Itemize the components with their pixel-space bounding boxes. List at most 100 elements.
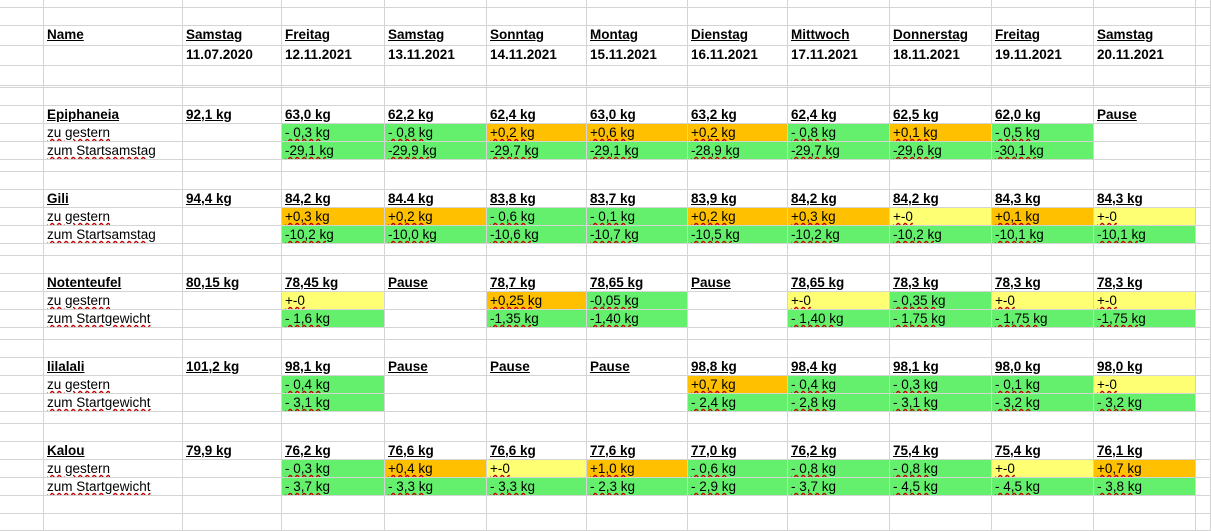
empty-cell[interactable] [282, 496, 385, 514]
empty-cell[interactable] [890, 8, 992, 26]
diff-yesterday-cell[interactable] [183, 208, 282, 226]
empty-cell[interactable] [487, 412, 587, 424]
empty-cell[interactable] [1094, 514, 1196, 531]
empty-cell[interactable] [788, 66, 890, 86]
weight-cell[interactable]: 62,4 kg [788, 106, 890, 124]
row-label[interactable]: zum Startgewicht [44, 394, 183, 412]
empty-cell[interactable] [587, 496, 688, 514]
empty-cell[interactable] [1196, 376, 1211, 394]
weight-cell[interactable]: 83,8 kg [487, 190, 587, 208]
header-date[interactable]: 13.11.2021 [385, 46, 487, 66]
diff-start-cell[interactable]: -29,7 kg [487, 142, 587, 160]
header-date[interactable]: 17.11.2021 [788, 46, 890, 66]
empty-cell[interactable] [1196, 8, 1211, 26]
diff-yesterday-cell[interactable]: +0,2 kg [385, 208, 487, 226]
diff-start-cell[interactable]: -29,6 kg [890, 142, 992, 160]
row-label[interactable]: zu gestern [44, 376, 183, 394]
empty-cell[interactable] [44, 424, 183, 442]
empty-cell[interactable] [0, 460, 44, 478]
diff-start-cell[interactable]: -10,1 kg [992, 226, 1094, 244]
diff-yesterday-cell[interactable]: - 0,1 kg [992, 376, 1094, 394]
diff-start-cell[interactable]: - 3,7 kg [788, 478, 890, 496]
diff-start-cell[interactable]: - 3,1 kg [890, 394, 992, 412]
diff-yesterday-cell[interactable]: +0,2 kg [487, 124, 587, 142]
person-name[interactable]: Gili [44, 190, 183, 208]
diff-yesterday-cell[interactable] [1094, 124, 1196, 142]
empty-cell[interactable] [282, 8, 385, 26]
empty-cell[interactable] [992, 256, 1094, 274]
diff-yesterday-cell[interactable]: +-0 [992, 460, 1094, 478]
diff-start-cell[interactable]: - 3,3 kg [385, 478, 487, 496]
empty-cell[interactable] [788, 328, 890, 340]
empty-cell[interactable] [183, 424, 282, 442]
empty-cell[interactable] [1196, 412, 1211, 424]
empty-cell[interactable] [0, 358, 44, 376]
empty-cell[interactable] [1196, 460, 1211, 478]
header-day[interactable]: Mittwoch [788, 26, 890, 46]
empty-cell[interactable] [1196, 226, 1211, 244]
diff-yesterday-cell[interactable]: - 0,8 kg [788, 124, 890, 142]
empty-cell[interactable] [1196, 496, 1211, 514]
empty-cell[interactable] [183, 514, 282, 531]
diff-yesterday-cell[interactable] [587, 376, 688, 394]
empty-cell[interactable] [1094, 88, 1196, 106]
row-label[interactable]: zum Startgewicht [44, 478, 183, 496]
empty-cell[interactable] [0, 274, 44, 292]
row-label[interactable]: zum Startsamstag [44, 142, 183, 160]
weight-cell[interactable]: 78,45 kg [282, 274, 385, 292]
empty-cell[interactable] [282, 328, 385, 340]
diff-start-cell[interactable]: -10,2 kg [788, 226, 890, 244]
weight-cell[interactable]: 84,2 kg [890, 190, 992, 208]
empty-cell[interactable] [282, 172, 385, 190]
empty-cell[interactable] [890, 172, 992, 190]
header-day[interactable]: Donnerstag [890, 26, 992, 46]
empty-cell[interactable] [385, 256, 487, 274]
weight-cell[interactable]: 77,0 kg [688, 442, 788, 460]
empty-cell[interactable] [0, 394, 44, 412]
empty-cell[interactable] [282, 412, 385, 424]
weight-cell[interactable]: 78,65 kg [788, 274, 890, 292]
empty-cell[interactable] [1196, 514, 1211, 531]
empty-cell[interactable] [1196, 124, 1211, 142]
empty-cell[interactable] [0, 412, 44, 424]
empty-cell[interactable] [1196, 190, 1211, 208]
diff-start-cell[interactable]: - 1,6 kg [282, 310, 385, 328]
empty-cell[interactable] [788, 88, 890, 106]
empty-cell[interactable] [385, 496, 487, 514]
diff-yesterday-cell[interactable]: +-0 [282, 292, 385, 310]
empty-cell[interactable] [890, 256, 992, 274]
weight-cell[interactable]: 78,3 kg [1094, 274, 1196, 292]
diff-start-cell[interactable] [385, 394, 487, 412]
empty-cell[interactable] [1196, 88, 1211, 106]
diff-yesterday-cell[interactable]: +-0 [487, 460, 587, 478]
diff-start-cell[interactable]: - 3,2 kg [992, 394, 1094, 412]
diff-start-cell[interactable]: -1,35 kg [487, 310, 587, 328]
weight-cell[interactable]: 84,2 kg [788, 190, 890, 208]
diff-start-cell[interactable]: - 3,1 kg [282, 394, 385, 412]
empty-cell[interactable] [44, 328, 183, 340]
diff-start-cell[interactable] [183, 394, 282, 412]
weight-cell[interactable]: 62,2 kg [385, 106, 487, 124]
empty-cell[interactable] [0, 190, 44, 208]
diff-start-cell[interactable] [1094, 142, 1196, 160]
header-day[interactable]: Samstag [183, 26, 282, 46]
empty-cell[interactable] [1196, 292, 1211, 310]
weight-cell[interactable]: 62,4 kg [487, 106, 587, 124]
empty-cell[interactable] [385, 8, 487, 26]
empty-cell[interactable] [385, 0, 487, 8]
diff-start-cell[interactable]: -10,5 kg [688, 226, 788, 244]
empty-cell[interactable] [0, 46, 44, 66]
empty-cell[interactable] [282, 340, 385, 358]
person-name[interactable]: Kalou [44, 442, 183, 460]
empty-cell[interactable] [487, 172, 587, 190]
empty-cell[interactable] [183, 412, 282, 424]
empty-cell[interactable] [788, 160, 890, 172]
empty-cell[interactable] [183, 328, 282, 340]
row-label[interactable]: zu gestern [44, 292, 183, 310]
empty-cell[interactable] [1196, 340, 1211, 358]
diff-start-cell[interactable]: -28,9 kg [688, 142, 788, 160]
empty-cell[interactable] [0, 160, 44, 172]
empty-cell[interactable] [587, 256, 688, 274]
diff-yesterday-cell[interactable]: +-0 [1094, 376, 1196, 394]
diff-yesterday-cell[interactable]: - 0,35 kg [890, 292, 992, 310]
